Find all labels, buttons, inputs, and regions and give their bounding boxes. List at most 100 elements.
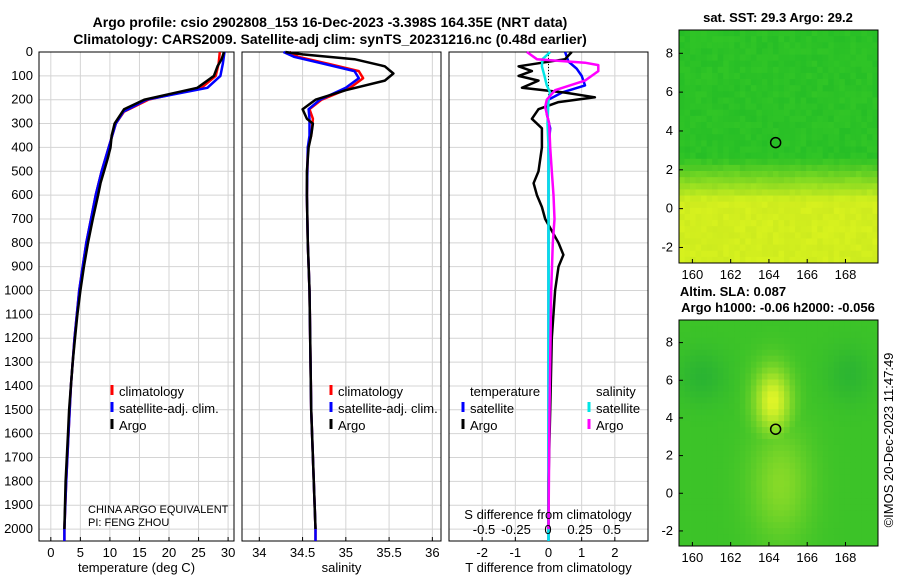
map-cell: [850, 85, 857, 92]
map-cell: [756, 320, 763, 327]
map-cell: [833, 343, 840, 351]
map-cell: [750, 528, 757, 535]
map-cell: [734, 60, 741, 68]
map-cell: [723, 325, 730, 333]
map-cell: [789, 415, 796, 422]
map-cell: [822, 540, 829, 547]
map-cell: [695, 152, 702, 160]
map-cell: [789, 177, 796, 184]
map-cell: [844, 480, 851, 487]
map-cell: [701, 250, 708, 258]
map-cell: [684, 220, 691, 227]
map-cell: [866, 320, 873, 327]
map-cell: [679, 409, 685, 416]
map-cell: [701, 66, 708, 74]
map-cell: [679, 42, 685, 49]
map-cell: [789, 164, 796, 172]
map-cell: [690, 456, 696, 464]
map-cell: [855, 522, 862, 529]
map-cell: [850, 379, 857, 386]
map-cell: [745, 331, 752, 339]
map-cell: [795, 349, 802, 357]
y-tick-label: 1600: [4, 426, 33, 441]
map-cell: [800, 189, 807, 196]
map-cell: [739, 379, 746, 386]
map-cell: [778, 177, 785, 184]
map-cell: [690, 540, 696, 547]
map-cell: [800, 42, 807, 49]
map-cell: [806, 385, 813, 392]
y-tick-label: 1500: [4, 402, 33, 417]
map-cell: [717, 146, 724, 154]
map-cell: [833, 226, 840, 233]
map-cell: [684, 450, 691, 458]
map-cell: [811, 134, 818, 141]
map-cell: [712, 373, 719, 380]
map-cell: [839, 462, 846, 470]
map-cell: [844, 60, 851, 68]
map-cell: [761, 42, 768, 49]
map-cell: [855, 480, 862, 487]
sla-map-title: Altim. SLA: 0.087: [680, 284, 786, 299]
map-cell: [734, 140, 741, 147]
map-cell: [822, 220, 829, 227]
map-cell: [839, 528, 846, 535]
map-cell: [761, 438, 768, 446]
map-cell: [723, 79, 730, 86]
map-cell: [844, 250, 851, 258]
map-cell: [778, 337, 785, 345]
map-cell: [717, 134, 724, 141]
map-cell: [778, 391, 785, 398]
map-cell: [761, 355, 768, 363]
map-cell: [866, 498, 873, 505]
map-cell: [745, 66, 752, 74]
map-cell: [701, 195, 708, 203]
map-cell: [679, 226, 685, 233]
map-cell: [872, 72, 879, 80]
map-cell: [772, 456, 779, 464]
map-cell: [850, 103, 857, 111]
map-cell: [806, 355, 813, 363]
map-cell: [861, 433, 868, 440]
map-cell: [717, 226, 724, 233]
map-cell: [828, 421, 835, 428]
map-cell: [723, 109, 730, 117]
map-cell: [839, 54, 846, 62]
map-cell: [745, 510, 752, 517]
x-tick-label: 15: [132, 545, 146, 560]
map-cell: [822, 534, 829, 541]
map-cell: [695, 54, 702, 62]
map-cell: [811, 355, 818, 363]
map-cell: [761, 183, 768, 190]
map-cell: [822, 207, 829, 215]
map-cell: [822, 238, 829, 245]
map-cell: [850, 220, 857, 227]
series-line-salinity-satellite: [540, 51, 552, 541]
map-cell: [861, 164, 868, 172]
map-cell: [750, 36, 757, 43]
map-cell: [723, 30, 730, 37]
map-cell: [789, 85, 796, 92]
map-cell: [795, 534, 802, 541]
map-cell: [684, 361, 691, 368]
map-cell: [701, 85, 708, 92]
map-cell: [723, 355, 730, 363]
map-cell: [745, 516, 752, 523]
map-cell: [706, 134, 713, 141]
map-cell: [712, 337, 719, 345]
map-cell: [761, 373, 768, 380]
map-cell: [844, 36, 851, 43]
map-cell: [717, 427, 724, 434]
map-cell: [872, 30, 879, 37]
map-cell: [844, 433, 851, 440]
map-cell: [872, 42, 879, 49]
map-cell: [734, 325, 741, 333]
map-cell: [795, 250, 802, 258]
map-cell: [723, 171, 730, 178]
map-cell: [795, 177, 802, 184]
map-cell: [800, 462, 807, 470]
map-cell: [795, 403, 802, 410]
map-cell: [717, 183, 724, 190]
map-cell: [872, 349, 879, 357]
map-cell: [784, 146, 790, 154]
